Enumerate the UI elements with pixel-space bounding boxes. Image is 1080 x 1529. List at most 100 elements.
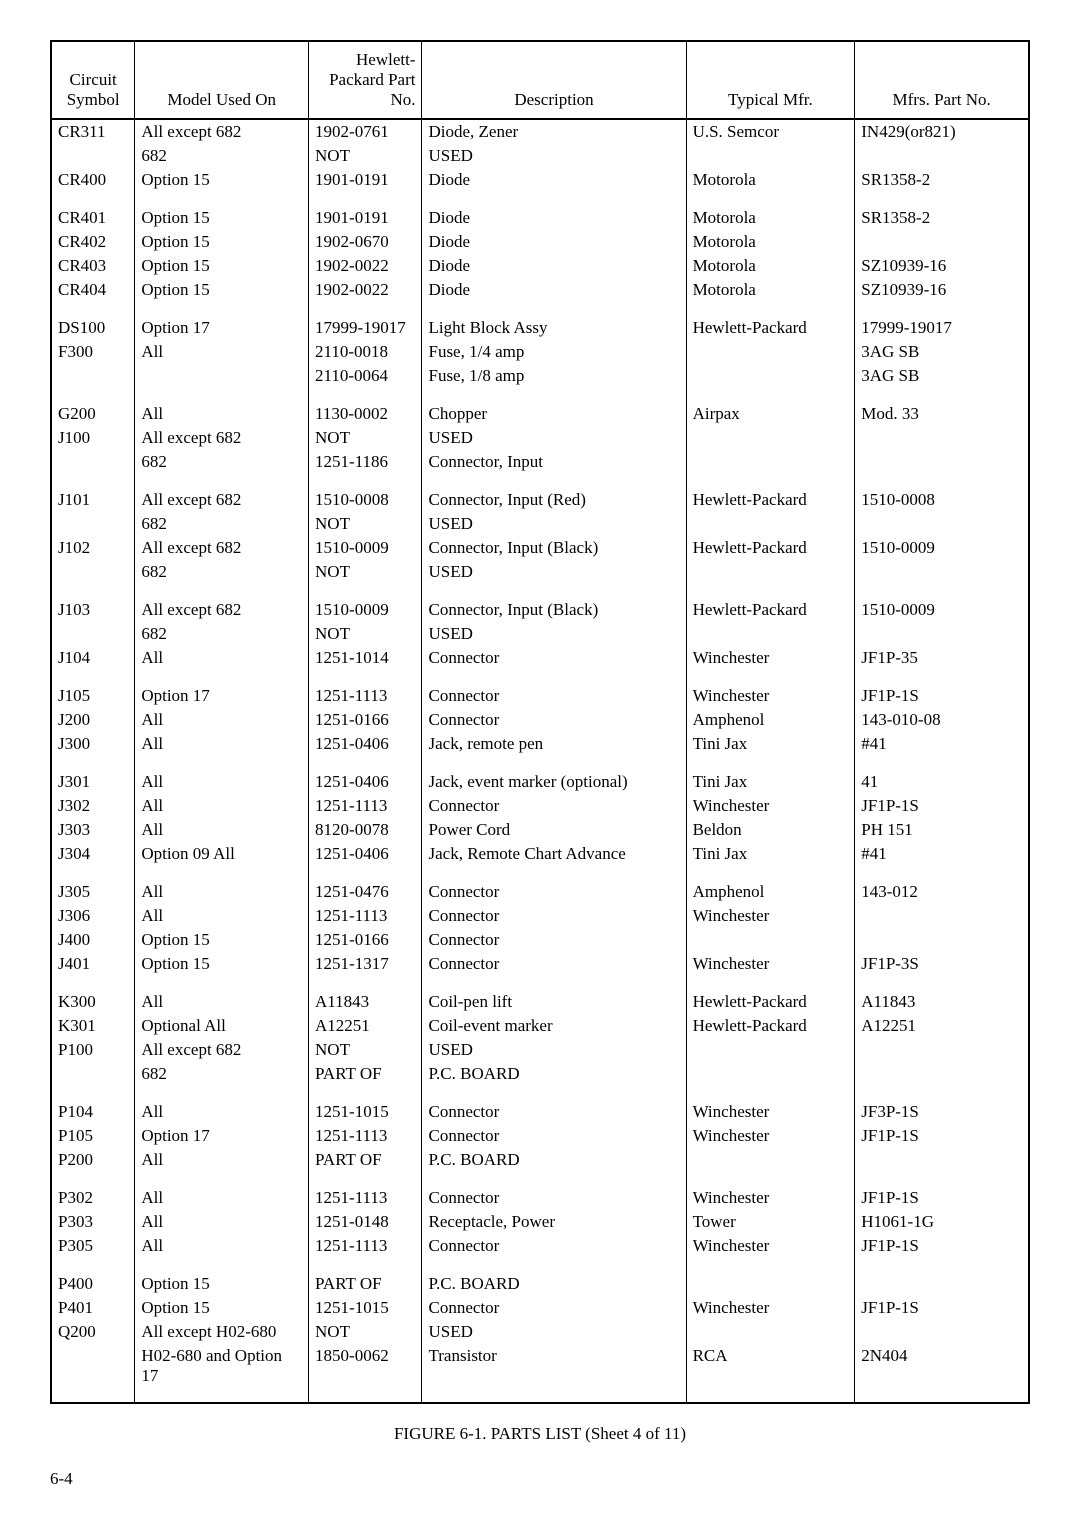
model-used-on: All except 682 [135,1038,309,1062]
model-used-on: Option 15 [135,928,309,952]
mfrs-part-no: 1510-0008 [855,488,1029,512]
table-row: K300AllA11843Coil-pen liftHewlett-Packar… [51,990,1029,1014]
mfrs-part-no [855,1272,1029,1296]
description: Connector [422,928,686,952]
table-row: 682PART OFP.C. BOARD [51,1062,1029,1086]
typical-mfr [686,1062,855,1086]
table-row: J101All except 6821510-0008Connector, In… [51,488,1029,512]
description: USED [422,1038,686,1062]
table-row: 682NOTUSED [51,512,1029,536]
table-row: P401Option 151251-1015ConnectorWincheste… [51,1296,1029,1320]
table-row: J306All1251-1113ConnectorWinchester [51,904,1029,928]
circuit-symbol: P302 [51,1186,135,1210]
description: Light Block Assy [422,316,686,340]
circuit-symbol [51,144,135,168]
circuit-symbol: CR401 [51,206,135,230]
hp-part-no: PART OF [309,1062,422,1086]
description: Connector [422,794,686,818]
mfrs-part-no: JF1P-1S [855,1234,1029,1258]
table-row [51,1172,1029,1186]
mfrs-part-no [855,928,1029,952]
hp-part-no: 1251-1113 [309,904,422,928]
hp-part-no: NOT [309,560,422,584]
typical-mfr: Tini Jax [686,842,855,866]
circuit-symbol [51,512,135,536]
table-row: F300All2110-0018Fuse, 1/4 amp3AG SB [51,340,1029,364]
hp-part-no: 1902-0022 [309,254,422,278]
hp-part-no: 1902-0670 [309,230,422,254]
description: Chopper [422,402,686,426]
mfrs-part-no: SR1358-2 [855,168,1029,192]
hp-part-no: 1510-0009 [309,598,422,622]
circuit-symbol: J401 [51,952,135,976]
hp-part-no: 1251-0148 [309,1210,422,1234]
circuit-symbol: K300 [51,990,135,1014]
description: Connector, Input [422,450,686,474]
model-used-on: Option 15 [135,206,309,230]
header-partno: Hewlett-Packard Part No. [309,41,422,119]
table-row [51,1258,1029,1272]
hp-part-no: 1902-0761 [309,119,422,144]
mfrs-part-no: SZ10939-16 [855,254,1029,278]
typical-mfr: RCA [686,1344,855,1388]
hp-part-no: 1251-0406 [309,732,422,756]
table-row: 2110-0064Fuse, 1/8 amp3AG SB [51,364,1029,388]
typical-mfr [686,1272,855,1296]
circuit-symbol: J303 [51,818,135,842]
table-row [51,584,1029,598]
circuit-symbol: DS100 [51,316,135,340]
header-circuit: Circuit Symbol [51,41,135,119]
circuit-symbol: CR400 [51,168,135,192]
description: Jack, event marker (optional) [422,770,686,794]
description: Diode [422,206,686,230]
mfrs-part-no [855,1320,1029,1344]
description: P.C. BOARD [422,1148,686,1172]
model-used-on: All [135,732,309,756]
table-row: H02-680 and Option 171850-0062Transistor… [51,1344,1029,1388]
description: Connector [422,904,686,928]
table-row: J304Option 09 All1251-0406Jack, Remote C… [51,842,1029,866]
model-used-on: All [135,990,309,1014]
description: Fuse, 1/4 amp [422,340,686,364]
model-used-on: All [135,794,309,818]
typical-mfr [686,144,855,168]
model-used-on: 682 [135,1062,309,1086]
model-used-on: Option 17 [135,1124,309,1148]
model-used-on: 682 [135,560,309,584]
circuit-symbol: CR404 [51,278,135,302]
mfrs-part-no: JF1P-1S [855,1186,1029,1210]
model-used-on: All except 682 [135,426,309,450]
mfrs-part-no: 143-012 [855,880,1029,904]
table-row: CR402Option 151902-0670DiodeMotorola [51,230,1029,254]
hp-part-no: 1251-1186 [309,450,422,474]
table-row: J301All1251-0406Jack, event marker (opti… [51,770,1029,794]
table-row [51,192,1029,206]
description: Coil-event marker [422,1014,686,1038]
mfrs-part-no: 3AG SB [855,340,1029,364]
typical-mfr: Winchester [686,794,855,818]
mfrs-part-no [855,560,1029,584]
description: Connector [422,952,686,976]
figure-caption: FIGURE 6-1. PARTS LIST (Sheet 4 of 11) [50,1424,1030,1444]
mfrs-part-no [855,1062,1029,1086]
model-used-on: Option 15 [135,254,309,278]
typical-mfr: Hewlett-Packard [686,316,855,340]
page-number: 6-4 [50,1469,1030,1489]
table-row: J105Option 171251-1113ConnectorWincheste… [51,684,1029,708]
table-row: J102All except 6821510-0009Connector, In… [51,536,1029,560]
hp-part-no: 1510-0009 [309,536,422,560]
mfrs-part-no: 143-010-08 [855,708,1029,732]
typical-mfr: Beldon [686,818,855,842]
model-used-on: Option 15 [135,168,309,192]
mfrs-part-no: A11843 [855,990,1029,1014]
hp-part-no: 1251-1113 [309,1234,422,1258]
mfrs-part-no: IN429(or821) [855,119,1029,144]
hp-part-no: A11843 [309,990,422,1014]
mfrs-part-no: Mod. 33 [855,402,1029,426]
table-row: CR403Option 151902-0022DiodeMotorolaSZ10… [51,254,1029,278]
typical-mfr: Winchester [686,904,855,928]
hp-part-no: 1251-1015 [309,1100,422,1124]
mfrs-part-no: H1061-1G [855,1210,1029,1234]
table-row [51,1086,1029,1100]
hp-part-no: 1251-0476 [309,880,422,904]
